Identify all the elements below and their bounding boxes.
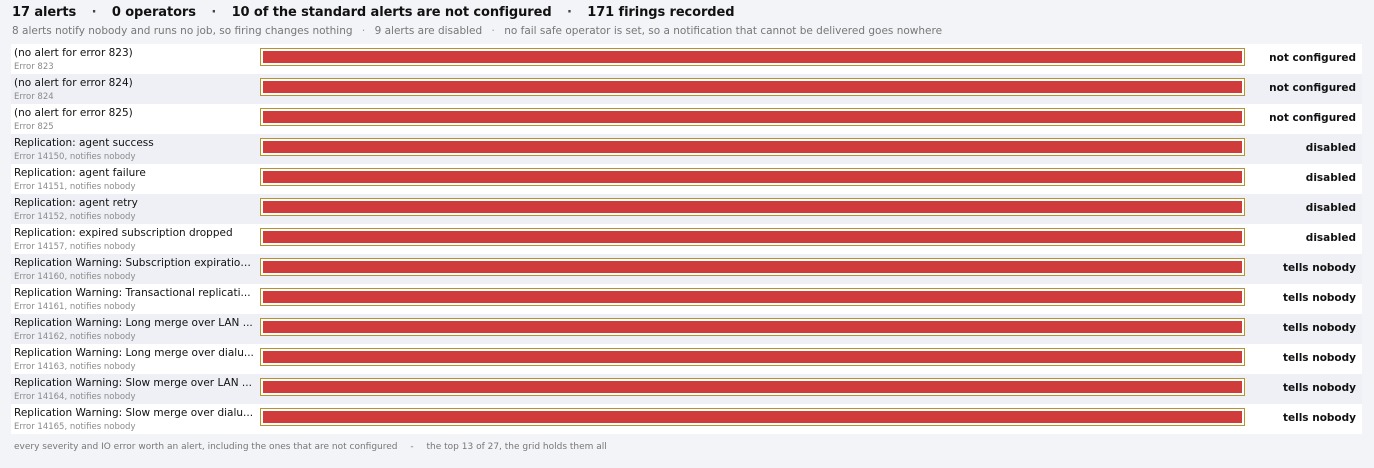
alert-row[interactable]: Replication Warning: Transactional repli… <box>11 284 1362 314</box>
firing-bar-fill <box>263 291 1242 303</box>
sub-summary-item: no fail safe operator is set, so a notif… <box>504 25 943 37</box>
firing-bar-fill <box>263 201 1242 213</box>
summary-separator: · <box>566 5 572 20</box>
alert-status: disabled <box>1305 232 1356 244</box>
firing-bar-fill <box>263 411 1242 423</box>
firing-bar-track <box>260 168 1245 186</box>
alert-row[interactable]: Replication: expired subscription droppe… <box>11 224 1362 254</box>
firing-bar-fill <box>263 321 1242 333</box>
alert-error-detail: Error 14162, notifies nobody <box>14 332 136 342</box>
alert-status: tells nobody <box>1282 352 1356 364</box>
alert-row[interactable]: Replication: agent success Error 14150, n… <box>11 134 1362 164</box>
alerts-count: 17 alerts <box>12 5 77 20</box>
alert-row[interactable]: (no alert for error 823) Error 823 not con… <box>11 44 1362 74</box>
firing-bar-track <box>260 48 1245 66</box>
alert-status: disabled <box>1305 142 1356 154</box>
summary-line: 17 alerts · 0 operators · 10 of the stan… <box>12 5 735 20</box>
firing-bar-track <box>260 228 1245 246</box>
alert-status: tells nobody <box>1282 262 1356 274</box>
alert-error-detail: Error 14151, notifies nobody <box>14 182 136 192</box>
alert-status: not configured <box>1269 112 1356 124</box>
not-configured-count: 10 of the standard alerts are not config… <box>231 5 552 20</box>
alert-list: (no alert for error 823) Error 823 not con… <box>11 44 1362 434</box>
alert-row[interactable]: Replication: agent failure Error 14151, n… <box>11 164 1362 194</box>
operators-count: 0 operators <box>111 5 196 20</box>
alert-row[interactable]: Replication Warning: Subscription expira… <box>11 254 1362 284</box>
alert-row[interactable]: Replication: agent retry Error 14152, not… <box>11 194 1362 224</box>
firing-bar-track <box>260 348 1245 366</box>
firing-bar-fill <box>263 81 1242 93</box>
alert-title: (no alert for error 823) <box>14 47 133 59</box>
alert-row[interactable]: (no alert for error 824) Error 824 not con… <box>11 74 1362 104</box>
firing-bar-track <box>260 138 1245 156</box>
firing-bar-track <box>260 318 1245 336</box>
alert-error-detail: Error 824 <box>14 92 54 102</box>
alert-error-detail: Error 14165, notifies nobody <box>14 422 136 432</box>
alert-title: Replication: agent failure <box>14 167 146 179</box>
alert-row[interactable]: Replication Warning: Slow merge over dia… <box>11 404 1362 434</box>
alert-error-detail: Error 825 <box>14 122 54 132</box>
alert-row[interactable]: (no alert for error 825) Error 825 not con… <box>11 104 1362 134</box>
alert-error-detail: Error 14164, notifies nobody <box>14 392 136 402</box>
alert-status: tells nobody <box>1282 292 1356 304</box>
alert-error-detail: Error 14152, notifies nobody <box>14 212 136 222</box>
firing-bar-fill <box>263 261 1242 273</box>
alert-title: (no alert for error 824) <box>14 77 133 89</box>
alert-status: tells nobody <box>1282 412 1356 424</box>
alert-error-detail: Error 14163, notifies nobody <box>14 362 136 372</box>
firings-count: 171 firings recorded <box>587 5 735 20</box>
footer-left: every severity and IO error worth an ale… <box>14 442 398 452</box>
footer-separator: - <box>410 442 414 452</box>
firing-bar-fill <box>263 351 1242 363</box>
alert-title: Replication Warning: Slow merge over LAN… <box>14 377 252 389</box>
firing-bar-fill <box>263 381 1242 393</box>
alert-status: not configured <box>1269 52 1356 64</box>
firing-bar-fill <box>263 111 1242 123</box>
firing-bar-track <box>260 378 1245 396</box>
sub-summary-separator: · <box>361 25 366 37</box>
firing-bar-fill <box>263 141 1242 153</box>
alert-status: tells nobody <box>1282 322 1356 334</box>
alert-row[interactable]: Replication Warning: Slow merge over LAN… <box>11 374 1362 404</box>
firing-bar-fill <box>263 171 1242 183</box>
alert-status: not configured <box>1269 82 1356 94</box>
sub-summary-separator: · <box>491 25 495 37</box>
firing-bar-track <box>260 258 1245 276</box>
footer-right: the top 13 of 27, the grid holds them al… <box>426 442 607 452</box>
alert-error-detail: Error 14160, notifies nobody <box>14 272 136 282</box>
alert-row[interactable]: Replication Warning: Long merge over dia… <box>11 344 1362 374</box>
footer-note: every severity and IO error worth an ale… <box>14 442 607 452</box>
summary-separator: · <box>211 5 217 20</box>
sub-summary-item: 8 alerts notify nobody and runs no job, … <box>12 25 353 37</box>
alert-title: Replication Warning: Subscription expira… <box>14 257 254 269</box>
alert-status: disabled <box>1305 172 1356 184</box>
alert-status: disabled <box>1305 202 1356 214</box>
alert-error-detail: Error 14161, notifies nobody <box>14 302 136 312</box>
alert-title: Replication: expired subscription droppe… <box>14 227 233 239</box>
alert-title: Replication Warning: Long merge over dia… <box>14 347 254 359</box>
summary-separator: · <box>91 5 97 20</box>
alert-title: Replication Warning: Slow merge over dia… <box>14 407 254 419</box>
alert-status: tells nobody <box>1282 382 1356 394</box>
firing-bar-track <box>260 198 1245 216</box>
alert-error-detail: Error 14150, notifies nobody <box>14 152 136 162</box>
alert-title: Replication Warning: Transactional repli… <box>14 287 251 299</box>
firing-bar-fill <box>263 231 1242 243</box>
firing-bar-track <box>260 408 1245 426</box>
firing-bar-fill <box>263 51 1242 63</box>
alert-title: Replication Warning: Long merge over LAN… <box>14 317 253 329</box>
sub-summary: 8 alerts notify nobody and runs no job, … <box>12 25 942 37</box>
alert-error-detail: Error 14157, notifies nobody <box>14 242 136 252</box>
alert-title: Replication: agent success <box>14 137 154 149</box>
firing-bar-track <box>260 108 1245 126</box>
alert-title: (no alert for error 825) <box>14 107 133 119</box>
firing-bar-track <box>260 78 1245 96</box>
alert-title: Replication: agent retry <box>14 197 138 209</box>
sub-summary-item: 9 alerts are disabled <box>374 25 483 37</box>
alert-error-detail: Error 823 <box>14 62 54 72</box>
firing-bar-track <box>260 288 1245 306</box>
alert-row[interactable]: Replication Warning: Long merge over LAN… <box>11 314 1362 344</box>
